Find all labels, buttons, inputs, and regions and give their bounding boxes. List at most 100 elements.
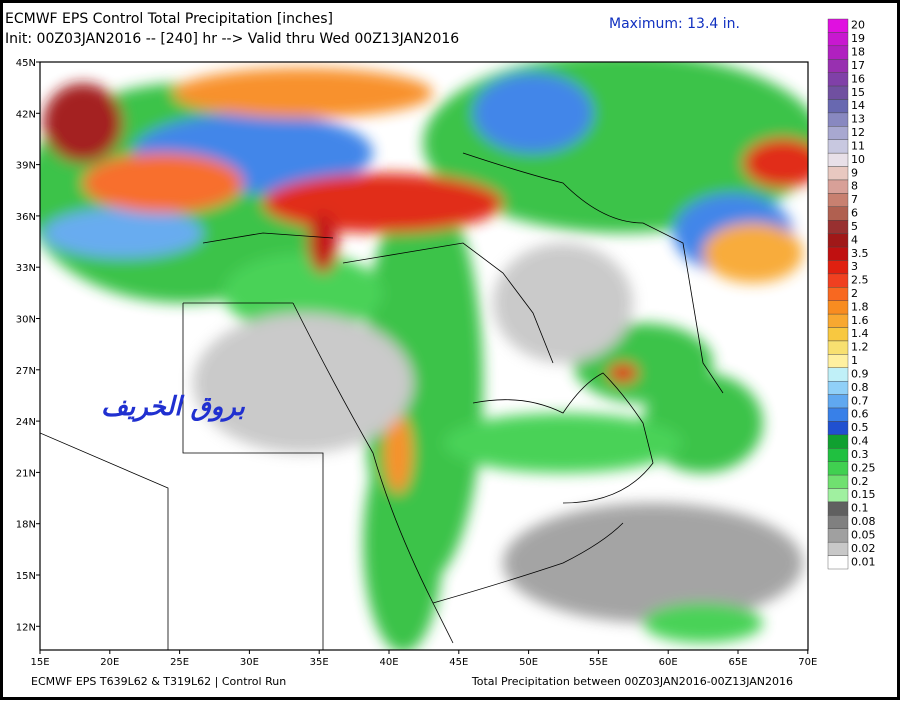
legend-label: 0.01 <box>851 555 876 568</box>
legend-label: 0.1 <box>851 502 869 515</box>
legend-label: 0.05 <box>851 528 876 541</box>
footer-right: Total Precipitation between 00Z03JAN2016… <box>471 675 793 688</box>
legend-swatch <box>827 488 849 503</box>
lon-label: 70E <box>798 657 817 668</box>
legend-swatch <box>827 246 849 261</box>
legend-label: 3.5 <box>851 247 869 260</box>
legend-label: 6 <box>851 207 858 220</box>
legend-swatch <box>827 327 849 342</box>
lon-label: 30E <box>240 657 259 668</box>
legend-label: 1.2 <box>851 341 869 354</box>
maximum: Maximum: 13.4 in. <box>609 16 740 32</box>
legend-swatch <box>827 59 849 73</box>
lon-label: 35E <box>310 657 329 668</box>
legend-swatch <box>827 354 849 368</box>
legend-swatch <box>827 541 849 556</box>
legend-label: 0.15 <box>851 488 876 501</box>
legend-swatch <box>827 72 849 87</box>
legend-swatch <box>827 152 849 167</box>
title: ECMWF EPS Control Total Precipitation [i… <box>5 11 333 27</box>
legend-swatch <box>827 112 849 127</box>
lon-label: 20E <box>100 657 119 668</box>
lon-label: 15E <box>30 657 49 668</box>
map-figure: ECMWF EPS Control Total Precipitation [i… <box>5 11 876 688</box>
lat-label: 21N <box>16 468 36 479</box>
legend-swatch <box>827 300 849 315</box>
legend-label: 2.5 <box>851 274 869 287</box>
precip-field <box>40 62 808 650</box>
legend-swatch <box>827 421 849 436</box>
longitude-labels: 15E 20E 25E 30E 35E 40E 45E 50E 55E 60E 65E 70E <box>30 650 817 668</box>
legend-label: 0.2 <box>851 475 869 488</box>
legend-swatch <box>827 434 849 449</box>
legend-swatch <box>827 313 849 328</box>
legend-label: 0.6 <box>851 408 869 421</box>
legend-swatch <box>827 139 849 154</box>
lat-label: 24N <box>16 417 36 428</box>
legend-swatch <box>827 394 849 409</box>
lat-label: 15N <box>16 571 36 582</box>
footer-left: ECMWF EPS T639L62 & T319L62 | Control Ru… <box>31 675 286 688</box>
legend-label: 18 <box>851 46 865 59</box>
legend-swatch <box>827 193 849 208</box>
legend-label: 5 <box>851 220 858 233</box>
legend-label: 0.4 <box>851 435 869 448</box>
legend-swatch <box>827 233 849 248</box>
legend-label: 2 <box>851 287 858 300</box>
subtitle: Init: 00Z03JAN2016 -- [240] hr --> Valid… <box>5 31 459 47</box>
legend-label: 9 <box>851 166 858 179</box>
lat-label: 27N <box>16 366 36 377</box>
legend-label: 17 <box>851 59 865 72</box>
legend-label: 0.3 <box>851 448 869 461</box>
legend-label: 1.8 <box>851 300 869 313</box>
legend-label: 19 <box>851 32 865 45</box>
watermark: بروق الخريف <box>101 392 246 422</box>
legend-label: 0.7 <box>851 394 869 407</box>
lon-label: 45E <box>449 657 468 668</box>
legend-label: 0.02 <box>851 542 876 555</box>
legend-label: 13 <box>851 113 865 126</box>
legend-swatch <box>827 474 849 489</box>
legend-label: 4 <box>851 233 858 246</box>
legend-label: 8 <box>851 180 858 193</box>
legend-label: 7 <box>851 193 858 206</box>
legend-label: 0.9 <box>851 367 869 380</box>
legend-label: 1.6 <box>851 314 869 327</box>
legend-label: 10 <box>851 153 865 166</box>
legend-swatch <box>827 45 849 60</box>
legend-label: 11 <box>851 139 865 152</box>
legend-label: 0.08 <box>851 515 876 528</box>
legend-swatch <box>827 220 849 234</box>
legend-label: 1.4 <box>851 327 869 340</box>
legend-swatch <box>827 367 849 382</box>
lon-label: 55E <box>589 657 608 668</box>
color-legend: 20191817161514131211109876543.532.521.81… <box>827 18 876 570</box>
legend-swatch <box>827 260 849 275</box>
legend-swatch <box>827 380 849 395</box>
legend-label: 3 <box>851 260 858 273</box>
legend-swatch <box>827 273 849 288</box>
lat-label: 45N <box>16 58 36 69</box>
legend-label: 20 <box>851 19 865 32</box>
legend-swatch <box>827 166 849 181</box>
legend-label: 16 <box>851 72 865 85</box>
lat-label: 39N <box>16 161 36 172</box>
legend-swatch <box>827 528 849 543</box>
legend-swatch <box>827 18 849 33</box>
legend-label: 14 <box>851 99 865 112</box>
lat-label: 12N <box>16 622 36 633</box>
lat-label: 30N <box>16 315 36 326</box>
legend-label: 0.5 <box>851 421 869 434</box>
legend-label: 0.8 <box>851 381 869 394</box>
map-border <box>39 61 809 651</box>
legend-swatch <box>827 126 849 140</box>
legend-swatch <box>827 206 849 221</box>
legend-label: 15 <box>851 86 865 99</box>
legend-swatch <box>827 287 849 301</box>
legend-swatch <box>827 501 849 516</box>
lon-label: 40E <box>379 657 398 668</box>
lon-label: 50E <box>519 657 538 668</box>
legend-label: 0.25 <box>851 461 876 474</box>
lon-label: 25E <box>170 657 189 668</box>
